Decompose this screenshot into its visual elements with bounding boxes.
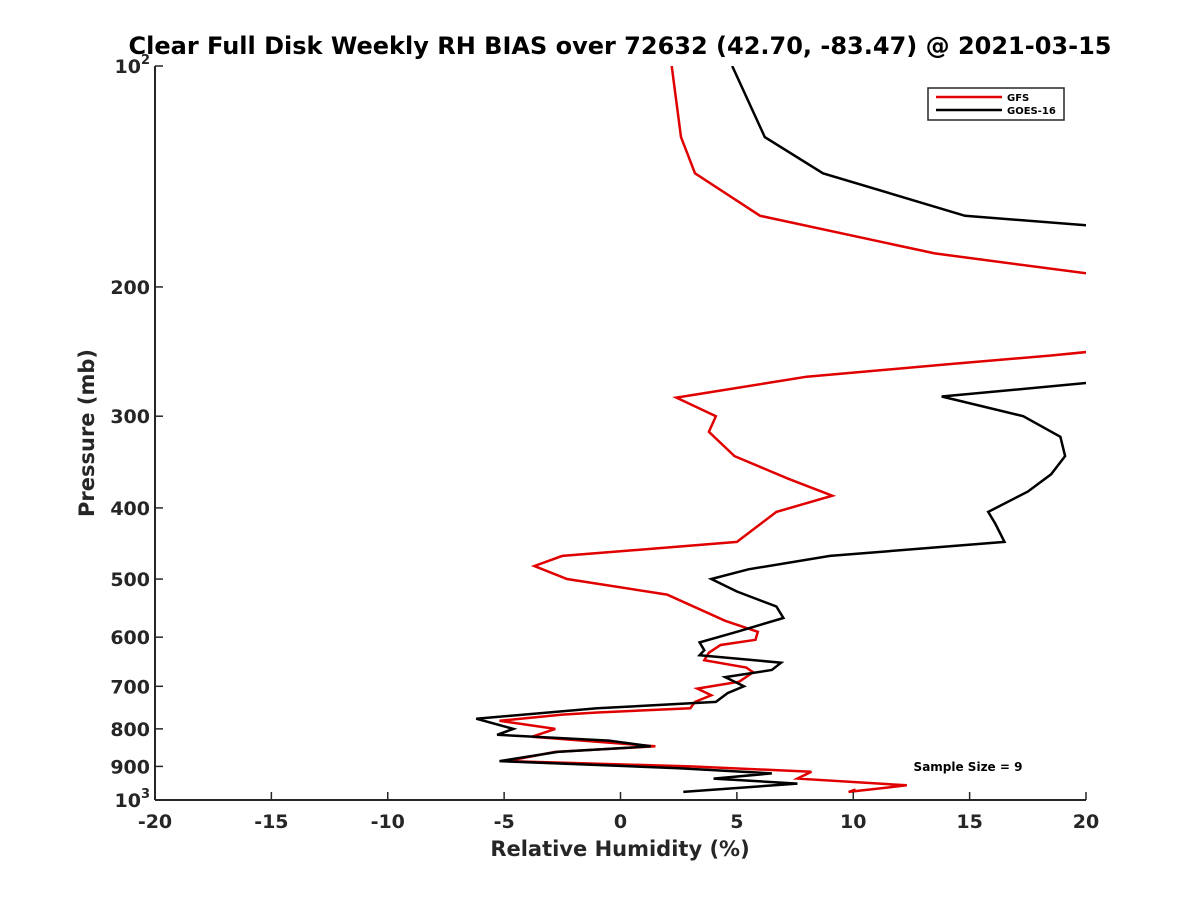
legend-box <box>927 87 1065 121</box>
y-tick-label: 200 <box>110 277 150 299</box>
y-tick-label: 700 <box>110 676 150 698</box>
sample-size-annotation: Sample Size = 9 <box>914 760 1023 774</box>
series-line-gfs <box>499 66 1086 794</box>
y-tick-label: 500 <box>110 569 150 591</box>
y-tick-label: 900 <box>110 756 150 778</box>
y-tick-label: 300 <box>110 406 150 428</box>
x-ticks: -20 -15 -10 -5 0 5 10 15 20 <box>138 792 1099 833</box>
x-tick-label: -15 <box>254 811 288 833</box>
legend: GFS GOES-16 <box>927 87 1065 121</box>
series-line-goes16 <box>475 66 1086 794</box>
y-axis-label: Pressure (mb) <box>75 349 99 517</box>
legend-label-gfs: GFS <box>1007 93 1029 104</box>
x-axis-label: Relative Humidity (%) <box>490 837 749 861</box>
x-tick-label: -5 <box>494 811 515 833</box>
y-ticks: 102 200 300 400 500 600 700 800 900 103 <box>110 53 163 812</box>
x-tick-label: 5 <box>730 811 743 833</box>
y-tick-label: 600 <box>110 627 150 649</box>
chart-title: Clear Full Disk Weekly RH BIAS over 7263… <box>129 32 1112 60</box>
y-tick-label: 800 <box>110 719 150 741</box>
x-tick-label: -10 <box>371 811 405 833</box>
x-tick-label: 15 <box>956 811 982 833</box>
x-tick-label: 20 <box>1073 811 1099 833</box>
x-tick-label: 10 <box>840 811 866 833</box>
x-tick-label: 0 <box>614 811 627 833</box>
y-tick-label: 400 <box>110 498 150 520</box>
x-tick-label: -20 <box>138 811 172 833</box>
y-tick-label: 103 <box>115 787 151 812</box>
legend-label-goes16: GOES-16 <box>1007 106 1056 117</box>
plot-lines <box>475 66 1086 794</box>
y-tick-label: 102 <box>115 53 151 78</box>
